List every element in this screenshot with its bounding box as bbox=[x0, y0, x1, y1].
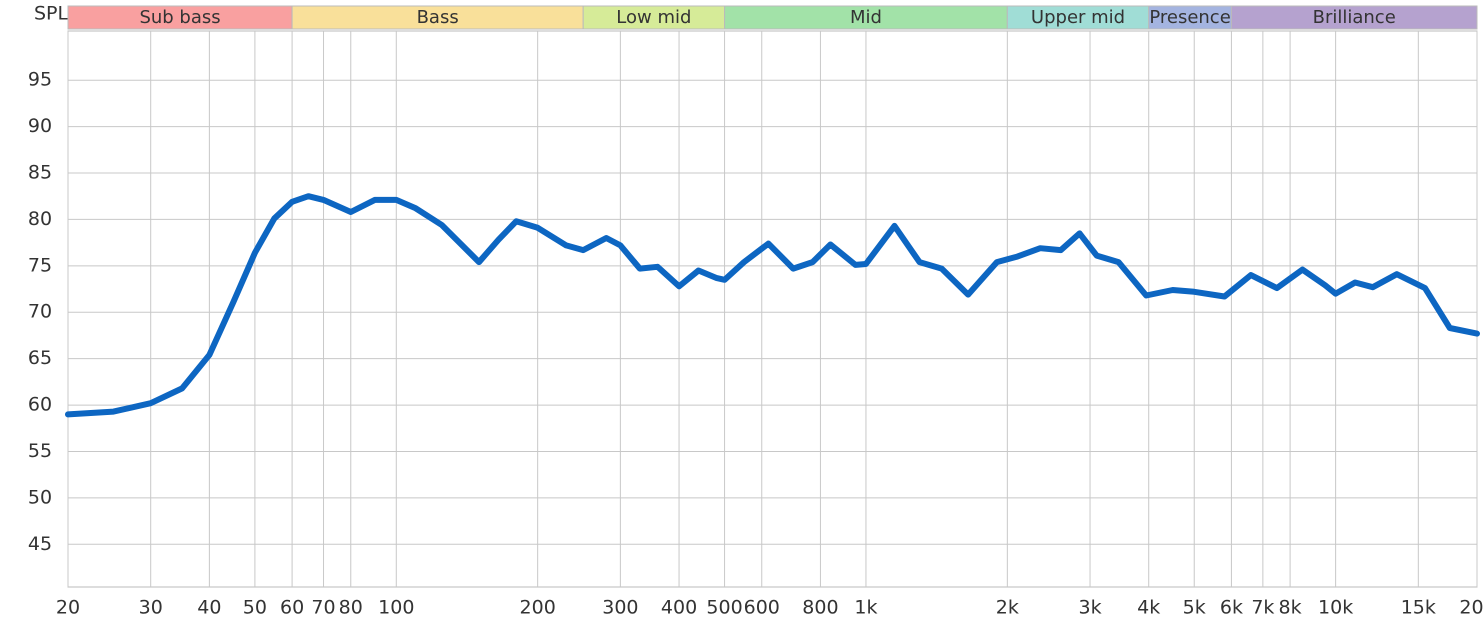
x-tick-label: 20 bbox=[56, 597, 80, 619]
x-tick-label: 4k bbox=[1137, 597, 1160, 619]
y-tick-label: 85 bbox=[28, 162, 52, 184]
x-tick-label: 200 bbox=[520, 597, 556, 619]
band-label: Presence bbox=[1149, 7, 1230, 28]
x-tick-label: 5k bbox=[1183, 597, 1206, 619]
x-tick-label: 800 bbox=[802, 597, 838, 619]
y-tick-label: 75 bbox=[28, 254, 52, 276]
y-tick-label: 90 bbox=[28, 115, 52, 137]
band-label: Upper mid bbox=[1031, 7, 1125, 28]
x-tick-label: 3k bbox=[1078, 597, 1101, 619]
x-tick-label: 500 bbox=[706, 597, 742, 619]
x-tick-label: 100 bbox=[378, 597, 414, 619]
y-axis-label: SPL bbox=[34, 3, 69, 25]
y-tick-label: 45 bbox=[28, 533, 52, 555]
x-tick-label: 2k bbox=[996, 597, 1019, 619]
x-tick-label: 6k bbox=[1220, 597, 1243, 619]
x-tick-label: 7k bbox=[1251, 597, 1274, 619]
x-tick-label: 80 bbox=[339, 597, 363, 619]
x-tick-label: 600 bbox=[744, 597, 780, 619]
x-tick-label: 40 bbox=[197, 597, 221, 619]
x-tick-label: 10k bbox=[1318, 597, 1353, 619]
x-tick-label: 1k bbox=[854, 597, 877, 619]
x-tick-label: 400 bbox=[661, 597, 697, 619]
x-tick-label: 50 bbox=[243, 597, 267, 619]
y-tick-label: 55 bbox=[28, 440, 52, 462]
y-tick-label: 60 bbox=[28, 394, 52, 416]
band-label: Sub bass bbox=[139, 7, 220, 28]
y-tick-label: 80 bbox=[28, 208, 52, 230]
band bbox=[1230, 5, 1478, 30]
y-tick-label: 70 bbox=[28, 301, 52, 323]
band-label: Bass bbox=[417, 7, 459, 28]
band-label: Low mid bbox=[616, 7, 691, 28]
x-tick-label: 300 bbox=[602, 597, 638, 619]
plot-area bbox=[67, 30, 1478, 588]
y-tick-label: 95 bbox=[28, 69, 52, 91]
y-tick-label: 50 bbox=[28, 486, 52, 508]
x-tick-label: 60 bbox=[280, 597, 304, 619]
y-tick-label: 65 bbox=[28, 347, 52, 369]
x-tick-label: 15k bbox=[1401, 597, 1436, 619]
x-tick-label: 30 bbox=[139, 597, 163, 619]
x-tick-label: 70 bbox=[311, 597, 335, 619]
x-tick-label: 20k bbox=[1459, 597, 1484, 619]
x-tick-label: 8k bbox=[1279, 597, 1302, 619]
band-label: Brilliance bbox=[1313, 7, 1396, 28]
band-label: Mid bbox=[850, 7, 882, 28]
response-line bbox=[65, 193, 1480, 418]
